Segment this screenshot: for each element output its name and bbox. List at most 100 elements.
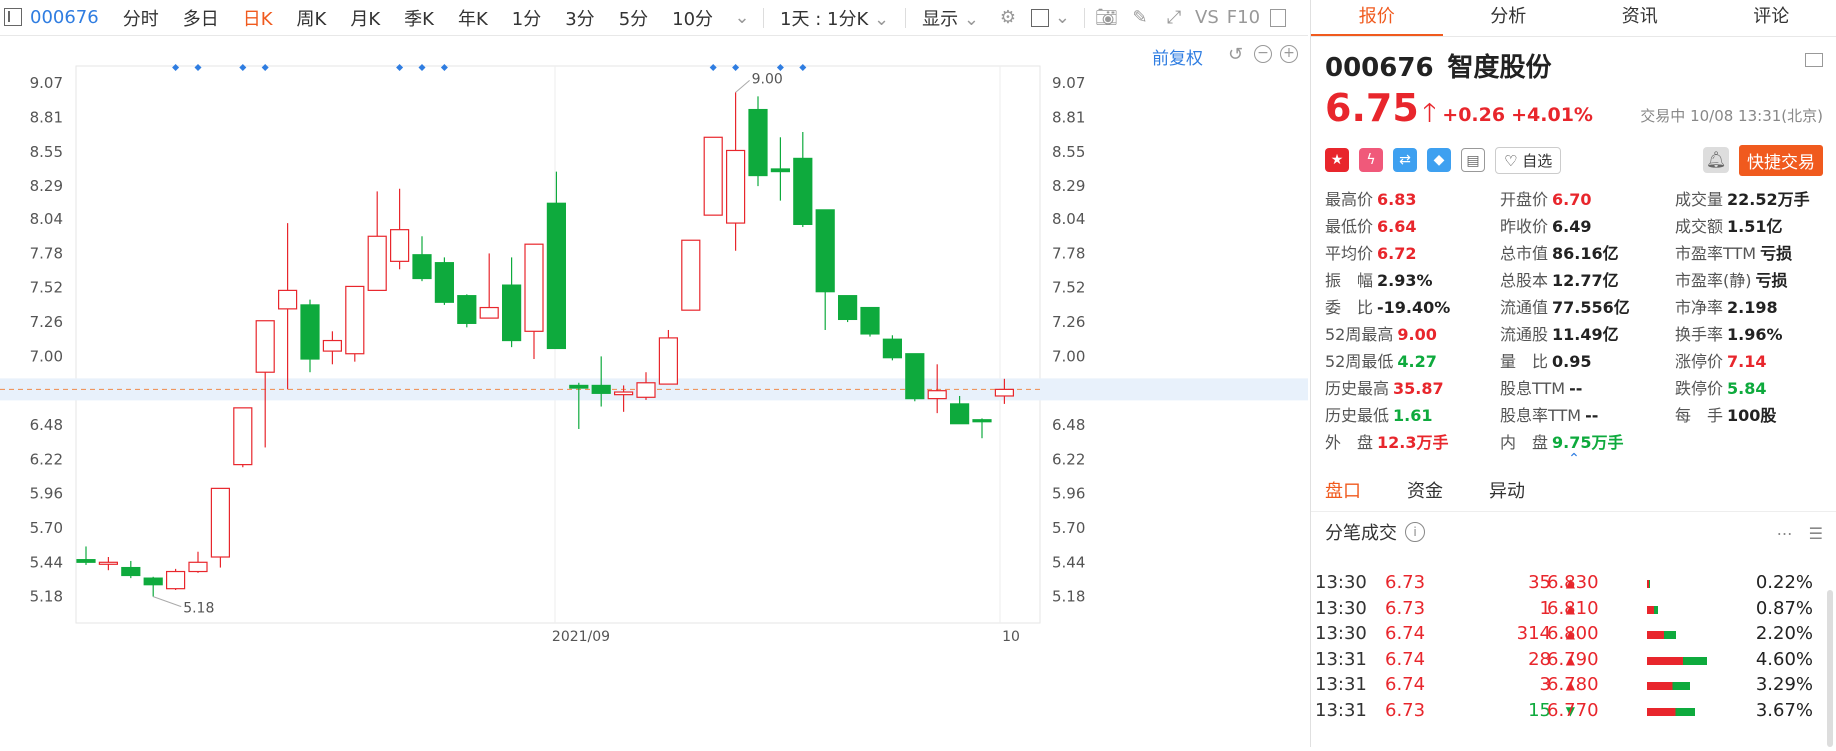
- square-icon[interactable]: [1031, 9, 1049, 27]
- quote-item: 股息TTM--: [1500, 377, 1675, 401]
- tab-yearly-k[interactable]: 年K: [446, 5, 500, 31]
- quote-value: 6.83: [1377, 190, 1416, 209]
- y-tick-label-right: 6.22: [1052, 450, 1085, 468]
- event-marker-icon: [777, 64, 784, 71]
- event-marker-icon: [262, 64, 269, 71]
- scrollbar[interactable]: [1827, 590, 1833, 747]
- panel-toggle-icon[interactable]: [4, 8, 22, 26]
- quote-label: 市净率: [1675, 298, 1723, 317]
- camera-icon[interactable]: 📷︎: [1095, 7, 1117, 29]
- trade-time: 13:31: [1315, 649, 1367, 670]
- quote-value: 22.52万手: [1727, 190, 1810, 209]
- tab-5min[interactable]: 5分: [607, 5, 660, 31]
- quote-label: 总股本: [1500, 271, 1548, 290]
- shuffle-icon[interactable]: ⇄: [1393, 148, 1417, 172]
- candle-up: [256, 321, 274, 372]
- fast-trade-button[interactable]: 快捷交易: [1739, 145, 1823, 176]
- zoom-out-icon[interactable]: −: [1254, 45, 1272, 63]
- menu-icon[interactable]: [1805, 53, 1823, 67]
- candle-down: [458, 296, 476, 324]
- y-tick-label-left: 5.18: [30, 588, 63, 606]
- period-select[interactable]: 1天 : 1分K ⌄: [768, 5, 901, 31]
- trade-volume: 3: [1481, 674, 1551, 695]
- candle-down: [592, 385, 610, 393]
- reset-icon[interactable]: ↺: [1228, 44, 1243, 65]
- pencil-icon[interactable]: ✎: [1129, 7, 1151, 29]
- level-price: 6.790: [1547, 649, 1599, 670]
- tab-capital[interactable]: 资金: [1407, 477, 1443, 503]
- chart-toolbar: 000676 分时 多日 日K 周K 月K 季K 年K 1分 3分 5分 10分…: [0, 0, 1308, 36]
- event-marker-icon: [396, 64, 403, 71]
- tab-order-book[interactable]: 盘口: [1325, 477, 1361, 503]
- f10-button[interactable]: F10: [1223, 7, 1264, 28]
- price-change-pct: +4.01%: [1511, 104, 1593, 126]
- quote-label: 内 盘: [1500, 433, 1548, 452]
- quote-label: 成交量: [1675, 190, 1723, 209]
- fullscreen-icon[interactable]: ⤢: [1163, 7, 1185, 29]
- tab-monthly-k[interactable]: 月K: [338, 5, 392, 31]
- add-watchlist-button[interactable]: ♡ 自选: [1495, 147, 1561, 174]
- gear-icon[interactable]: ⚙: [997, 7, 1019, 29]
- candle-up: [480, 308, 498, 319]
- vs-button[interactable]: VS: [1191, 7, 1223, 28]
- chevron-down-icon[interactable]: ⌄: [1055, 7, 1070, 28]
- trade-volume: 35: [1481, 572, 1551, 593]
- chevron-down-icon[interactable]: ⌄: [731, 7, 753, 29]
- tab-10min[interactable]: 10分: [660, 5, 725, 31]
- tab-news[interactable]: 资讯: [1574, 0, 1706, 36]
- action-icons: ★ ϟ ⇄ ◆ ▤ ♡ 自选 🔔︎ 快捷交易: [1311, 138, 1836, 182]
- tab-fenshi[interactable]: 分时: [111, 5, 171, 31]
- flash-icon[interactable]: ϟ: [1359, 148, 1383, 172]
- quote-label: 振 幅: [1325, 271, 1373, 290]
- collapse-panel-icon[interactable]: [1270, 9, 1286, 27]
- y-tick-label-right: 5.18: [1052, 588, 1085, 606]
- candle-down: [547, 203, 565, 348]
- y-tick-label-left: 7.26: [30, 313, 63, 331]
- bookmark-icon[interactable]: ▤: [1461, 148, 1485, 172]
- zoom-in-icon[interactable]: +: [1280, 45, 1298, 63]
- tag-icon[interactable]: ◆: [1427, 148, 1451, 172]
- chevron-up-icon[interactable]: ⌃: [1311, 455, 1836, 463]
- candle-down: [122, 568, 140, 576]
- tab-daily-k[interactable]: 日K: [231, 5, 285, 31]
- tab-1min[interactable]: 1分: [500, 5, 553, 31]
- more-icon[interactable]: ⋯ ☰: [1777, 520, 1823, 544]
- candle-up: [323, 341, 341, 352]
- bell-icon[interactable]: 🔔︎: [1703, 147, 1729, 173]
- quote-label: 最高价: [1325, 190, 1373, 209]
- tab-comments[interactable]: 评论: [1706, 0, 1836, 36]
- candle-up: [368, 236, 386, 290]
- restore-select[interactable]: 前复权: [1152, 44, 1203, 69]
- trade-time: 13:30: [1315, 572, 1367, 593]
- quote-label: 流通值: [1500, 298, 1548, 317]
- info-icon[interactable]: i: [1405, 522, 1425, 542]
- tab-analysis[interactable]: 分析: [1443, 0, 1575, 36]
- level-bar: [1647, 657, 1707, 665]
- tab-weekly-k[interactable]: 周K: [285, 5, 339, 31]
- candle-up: [211, 488, 229, 557]
- tab-quote[interactable]: 报价: [1311, 0, 1443, 36]
- quote-value: 9.00: [1397, 325, 1436, 344]
- quote-value: 5.84: [1727, 379, 1766, 398]
- tab-duori[interactable]: 多日: [171, 5, 231, 31]
- candle-up: [659, 338, 677, 384]
- event-marker-icon: [441, 64, 448, 71]
- tab-3min[interactable]: 3分: [553, 5, 606, 31]
- tab-unusual[interactable]: 异动: [1489, 477, 1525, 503]
- quote-item: 委 比-19.40%: [1325, 296, 1500, 320]
- quote-label: 历史最高: [1325, 379, 1389, 398]
- tab-quarterly-k[interactable]: 季K: [392, 5, 446, 31]
- quote-label: 市盈率(静): [1675, 271, 1752, 290]
- quote-value: 6.64: [1377, 217, 1416, 236]
- display-dropdown[interactable]: 显示 ⌄: [910, 5, 991, 31]
- stock-code: 000676: [26, 7, 111, 28]
